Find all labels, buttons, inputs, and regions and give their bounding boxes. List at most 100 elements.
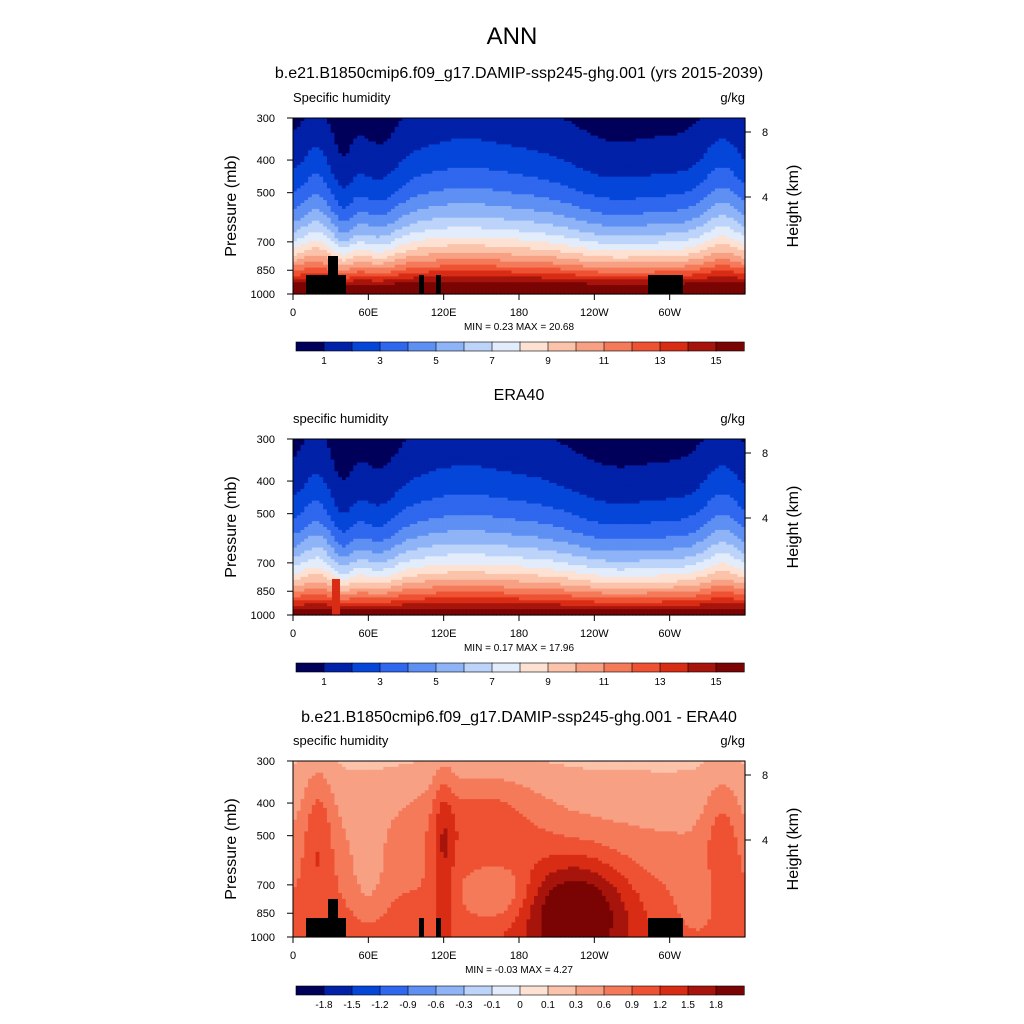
colorbar-swatch <box>715 341 745 352</box>
y-axis-title: Pressure (mb) <box>223 798 240 899</box>
colorbar-swatch <box>407 662 437 673</box>
colorbar-swatch <box>463 341 493 352</box>
y-tick-label: 400 <box>257 798 275 810</box>
colorbar-swatch <box>435 985 465 996</box>
colorbar-label: 15 <box>710 356 722 367</box>
y-axis-right: 84 <box>745 448 768 525</box>
y-tick-label: 1000 <box>251 289 275 301</box>
topography-mask <box>306 256 683 294</box>
colorbar-swatch <box>519 662 549 673</box>
colorbar-swatch <box>575 662 605 673</box>
y-axis-right: 84 <box>745 127 768 204</box>
x-tick-label: 120E <box>431 628 457 640</box>
colorbar-swatch <box>715 985 745 996</box>
colorbar-label: -0.1 <box>483 1000 501 1011</box>
colorbar-label: 1 <box>321 677 327 688</box>
colorbar-label: 3 <box>377 356 383 367</box>
y-tick-label: 850 <box>257 265 275 277</box>
colorbar: 1 3 5 7 9 11 13 15 <box>295 662 745 688</box>
colorbar-label: 13 <box>654 677 666 688</box>
y-tick-label: 700 <box>257 558 275 570</box>
colorbar-label: -0.9 <box>399 1000 417 1011</box>
x-tick-label: 60W <box>658 628 681 640</box>
colorbar-swatch <box>687 662 717 673</box>
y-tick-label: 850 <box>257 908 275 920</box>
min-max-stats: MIN = 0.23 MAX = 20.68 <box>464 322 574 333</box>
contour-field <box>293 761 746 938</box>
y-axis-right-title: Height (km) <box>785 165 802 248</box>
y-tick-label: 500 <box>257 188 275 200</box>
colorbar-swatch <box>631 341 661 352</box>
colorbar-swatch <box>547 662 577 673</box>
variable-label: specific humidity <box>293 411 389 426</box>
colorbar-swatch <box>463 985 493 996</box>
y-tick-label: 300 <box>257 756 275 768</box>
figure-title: ANN <box>487 23 538 50</box>
colorbar-swatch <box>603 985 633 996</box>
colorbar-label: 0 <box>517 1000 523 1011</box>
colorbar-swatch <box>659 662 689 673</box>
y-right-tick-label: 8 <box>762 127 768 139</box>
x-tick-label: 60W <box>658 950 681 962</box>
y-right-tick-label: 4 <box>762 513 768 525</box>
colorbar-swatch <box>575 985 605 996</box>
colorbar-label: 3 <box>377 677 383 688</box>
colorbar-swatch <box>547 341 577 352</box>
colorbar-swatch <box>295 341 325 352</box>
colorbar-swatch <box>351 341 381 352</box>
panel-title: b.e21.B1850cmip6.f09_g17.DAMIP-ssp245-gh… <box>275 65 763 82</box>
y-tick-label: 400 <box>257 476 275 488</box>
colorbar-swatch <box>491 985 521 996</box>
colorbar-swatch <box>351 662 381 673</box>
x-tick-label: 180 <box>510 307 528 319</box>
x-tick-label: 120W <box>580 307 609 319</box>
min-max-stats: MIN = -0.03 MAX = 4.27 <box>465 965 573 976</box>
x-tick-label: 180 <box>510 628 528 640</box>
colorbar-swatch <box>687 985 717 996</box>
units-label: g/kg <box>720 411 745 426</box>
colorbar-swatch <box>295 985 325 996</box>
y-axis-right-title: Height (km) <box>785 486 802 569</box>
x-tick-label: 120E <box>431 950 457 962</box>
x-tick-label: 0 <box>290 307 296 319</box>
colorbar-swatch <box>659 341 689 352</box>
colorbar-label: 15 <box>710 677 722 688</box>
colorbar-label: -1.5 <box>343 1000 361 1011</box>
y-tick-label: 1000 <box>251 610 275 622</box>
colorbar-swatch <box>659 985 689 996</box>
y-tick-label: 700 <box>257 880 275 892</box>
colorbar-swatch <box>491 341 521 352</box>
min-max-stats: MIN = 0.17 MAX = 17.96 <box>464 643 574 654</box>
panel-3: b.e21.B1850cmip6.f09_g17.DAMIP-ssp245-gh… <box>223 709 802 1011</box>
colorbar-swatch <box>323 341 353 352</box>
x-tick-label: 60W <box>658 307 681 319</box>
x-tick-label: 120W <box>580 628 609 640</box>
colorbar-swatch <box>351 985 381 996</box>
x-axis: 0 60E 120E 180 120W 60W <box>290 294 682 319</box>
colorbar-swatch <box>547 985 577 996</box>
colorbar-label: 1 <box>321 356 327 367</box>
colorbar-label: 1.5 <box>681 1000 695 1011</box>
colorbar-label: 9 <box>545 356 551 367</box>
colorbar-swatch <box>631 662 661 673</box>
colorbar-label: 1.8 <box>709 1000 723 1011</box>
x-tick-label: 120E <box>431 307 457 319</box>
colorbar-label: 5 <box>433 677 439 688</box>
variable-label: specific humidity <box>293 733 389 748</box>
y-tick-label: 300 <box>257 434 275 446</box>
colorbar: -1.8 -1.5 -1.2 -0.9 -0.6 -0.3 -0.1 0 0.1 0.3 0.6 0.… <box>295 985 745 1011</box>
colorbar-swatch <box>435 662 465 673</box>
colorbar: 1 3 5 7 9 11 13 15 <box>295 341 745 367</box>
colorbar-swatch <box>379 985 409 996</box>
x-tick-label: 180 <box>510 950 528 962</box>
colorbar-label: -1.8 <box>315 1000 333 1011</box>
colorbar-swatch <box>631 985 661 996</box>
colorbar-label: 0.9 <box>625 1000 639 1011</box>
colorbar-label: 0.1 <box>541 1000 555 1011</box>
y-axis: 300 400 500 700 850 1000 <box>251 756 293 944</box>
colorbar-label: 13 <box>654 356 666 367</box>
colorbar-swatch <box>603 341 633 352</box>
x-tick-label: 0 <box>290 628 296 640</box>
colorbar-label: -0.3 <box>455 1000 473 1011</box>
